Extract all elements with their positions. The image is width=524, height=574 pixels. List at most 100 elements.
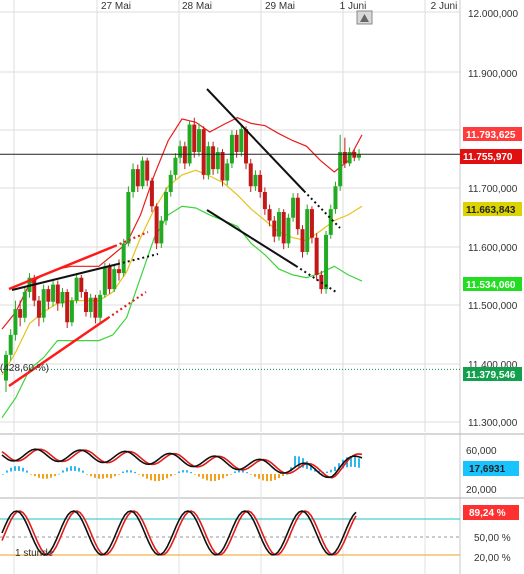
candle-body — [333, 186, 338, 210]
candle-body — [215, 152, 220, 170]
macd-histogram-bar — [350, 456, 352, 467]
trend-line — [8, 244, 116, 291]
macd-histogram-bar — [202, 474, 204, 479]
candle-body — [352, 152, 357, 158]
candle-body — [173, 157, 178, 175]
price-tag-lower-band: 11.534,060 — [463, 277, 522, 291]
candle-body — [272, 220, 277, 237]
candle-body — [324, 234, 329, 290]
svg-text:11.755,970: 11.755,970 — [463, 152, 513, 163]
candle-body — [239, 129, 244, 152]
macd-histogram-bar — [50, 474, 52, 478]
candle-body — [253, 174, 258, 187]
candle-body — [102, 266, 107, 295]
candle-body — [196, 129, 201, 152]
candle-body — [88, 297, 93, 312]
price-tag-middle-band: 11.663,843 — [463, 202, 522, 216]
candle-body — [342, 152, 347, 164]
candle-body — [168, 174, 173, 192]
macd-histogram-bar — [206, 474, 208, 481]
svg-text:17,6931: 17,6931 — [469, 464, 506, 475]
macd-histogram-bar — [42, 474, 44, 479]
macd-histogram-bar — [274, 474, 276, 480]
bollinger-middle-band — [1, 169, 363, 376]
macd-histogram-bar — [138, 474, 140, 475]
macd-histogram-bar — [318, 470, 320, 473]
sub-grid — [0, 433, 524, 574]
price-levels — [0, 153, 460, 370]
macd-histogram-bar — [34, 474, 36, 477]
macd-histogram-bar — [110, 474, 112, 479]
candle-body — [338, 152, 343, 187]
macd-histogram-bar — [66, 467, 68, 472]
candle-body — [187, 124, 192, 164]
x-tick-label: 28 Mai — [182, 1, 212, 12]
trend-line — [206, 88, 305, 192]
trend-line — [206, 209, 297, 267]
macd-histogram-bar — [26, 470, 28, 473]
candle-body — [145, 160, 150, 181]
macd-histogram-bar — [358, 458, 360, 468]
candle-body — [178, 146, 183, 158]
candle-body — [18, 309, 23, 318]
macd-histogram-bar — [94, 474, 96, 478]
candle-body — [74, 277, 79, 301]
candle-body — [4, 354, 8, 381]
candle-body — [22, 292, 27, 318]
candle-body — [244, 129, 249, 164]
trend-lines — [8, 88, 341, 388]
candle-body — [211, 146, 216, 170]
macd-histogram-bar — [54, 474, 56, 477]
macd-histogram-bar — [230, 474, 232, 475]
scroll-end-button[interactable] — [356, 10, 373, 25]
candle-body — [36, 300, 41, 318]
macd-histogram-bar — [354, 456, 356, 467]
macd-histogram-bar — [218, 474, 220, 480]
stochastic-signal-line — [1, 510, 357, 556]
macd-histogram-bar — [186, 470, 188, 473]
candle-body — [84, 292, 89, 312]
x-tick-label: 1 Juni — [340, 1, 367, 12]
macd-histogram-bar — [298, 456, 300, 467]
macd-histogram-bar — [10, 467, 12, 472]
candle-body — [182, 146, 187, 164]
macd-histogram-bar — [162, 474, 164, 481]
macd-histogram-bar — [102, 474, 104, 479]
macd-histogram-bar — [262, 474, 264, 481]
macd-histogram-bar — [178, 471, 180, 473]
macd-histogram-bar — [142, 474, 144, 477]
macd-histogram-bar — [126, 470, 128, 473]
candle-body — [46, 289, 51, 302]
candle-body — [32, 277, 37, 301]
trend-line-dotted — [114, 230, 149, 248]
macd-histogram-bar — [118, 474, 120, 475]
bollinger-bands — [1, 117, 363, 419]
y-tick-label: 60,000 — [466, 446, 497, 457]
candle-body — [51, 284, 56, 302]
retracement-annotation: (428,60 %) — [0, 363, 49, 374]
candle-body — [267, 209, 272, 221]
candle-body — [55, 284, 60, 304]
macd-histogram-bar — [14, 466, 16, 471]
macd-histogram-bar — [90, 474, 92, 477]
candle-body — [347, 152, 352, 164]
bollinger-lower-band — [1, 205, 363, 419]
macd-histogram-bar — [150, 474, 152, 481]
candle-body — [149, 180, 154, 207]
svg-text:89,24 %: 89,24 % — [469, 508, 506, 519]
candle-body — [126, 192, 131, 244]
macd-histogram-bar — [82, 470, 84, 473]
macd-histogram-bar — [330, 469, 332, 473]
macd-histogram-bar — [70, 466, 72, 471]
price-tag-macd: 17,6931 — [463, 461, 519, 476]
candle-body — [65, 292, 70, 323]
macd-histogram-bar — [30, 474, 32, 475]
candle-body — [206, 146, 211, 175]
candle-body — [121, 243, 126, 274]
y-tick-label: 11.300,000 — [468, 418, 518, 429]
macd-histogram-bar — [18, 466, 20, 471]
candle-body — [93, 297, 98, 318]
candle-body — [192, 124, 197, 152]
candle-body — [135, 169, 140, 187]
